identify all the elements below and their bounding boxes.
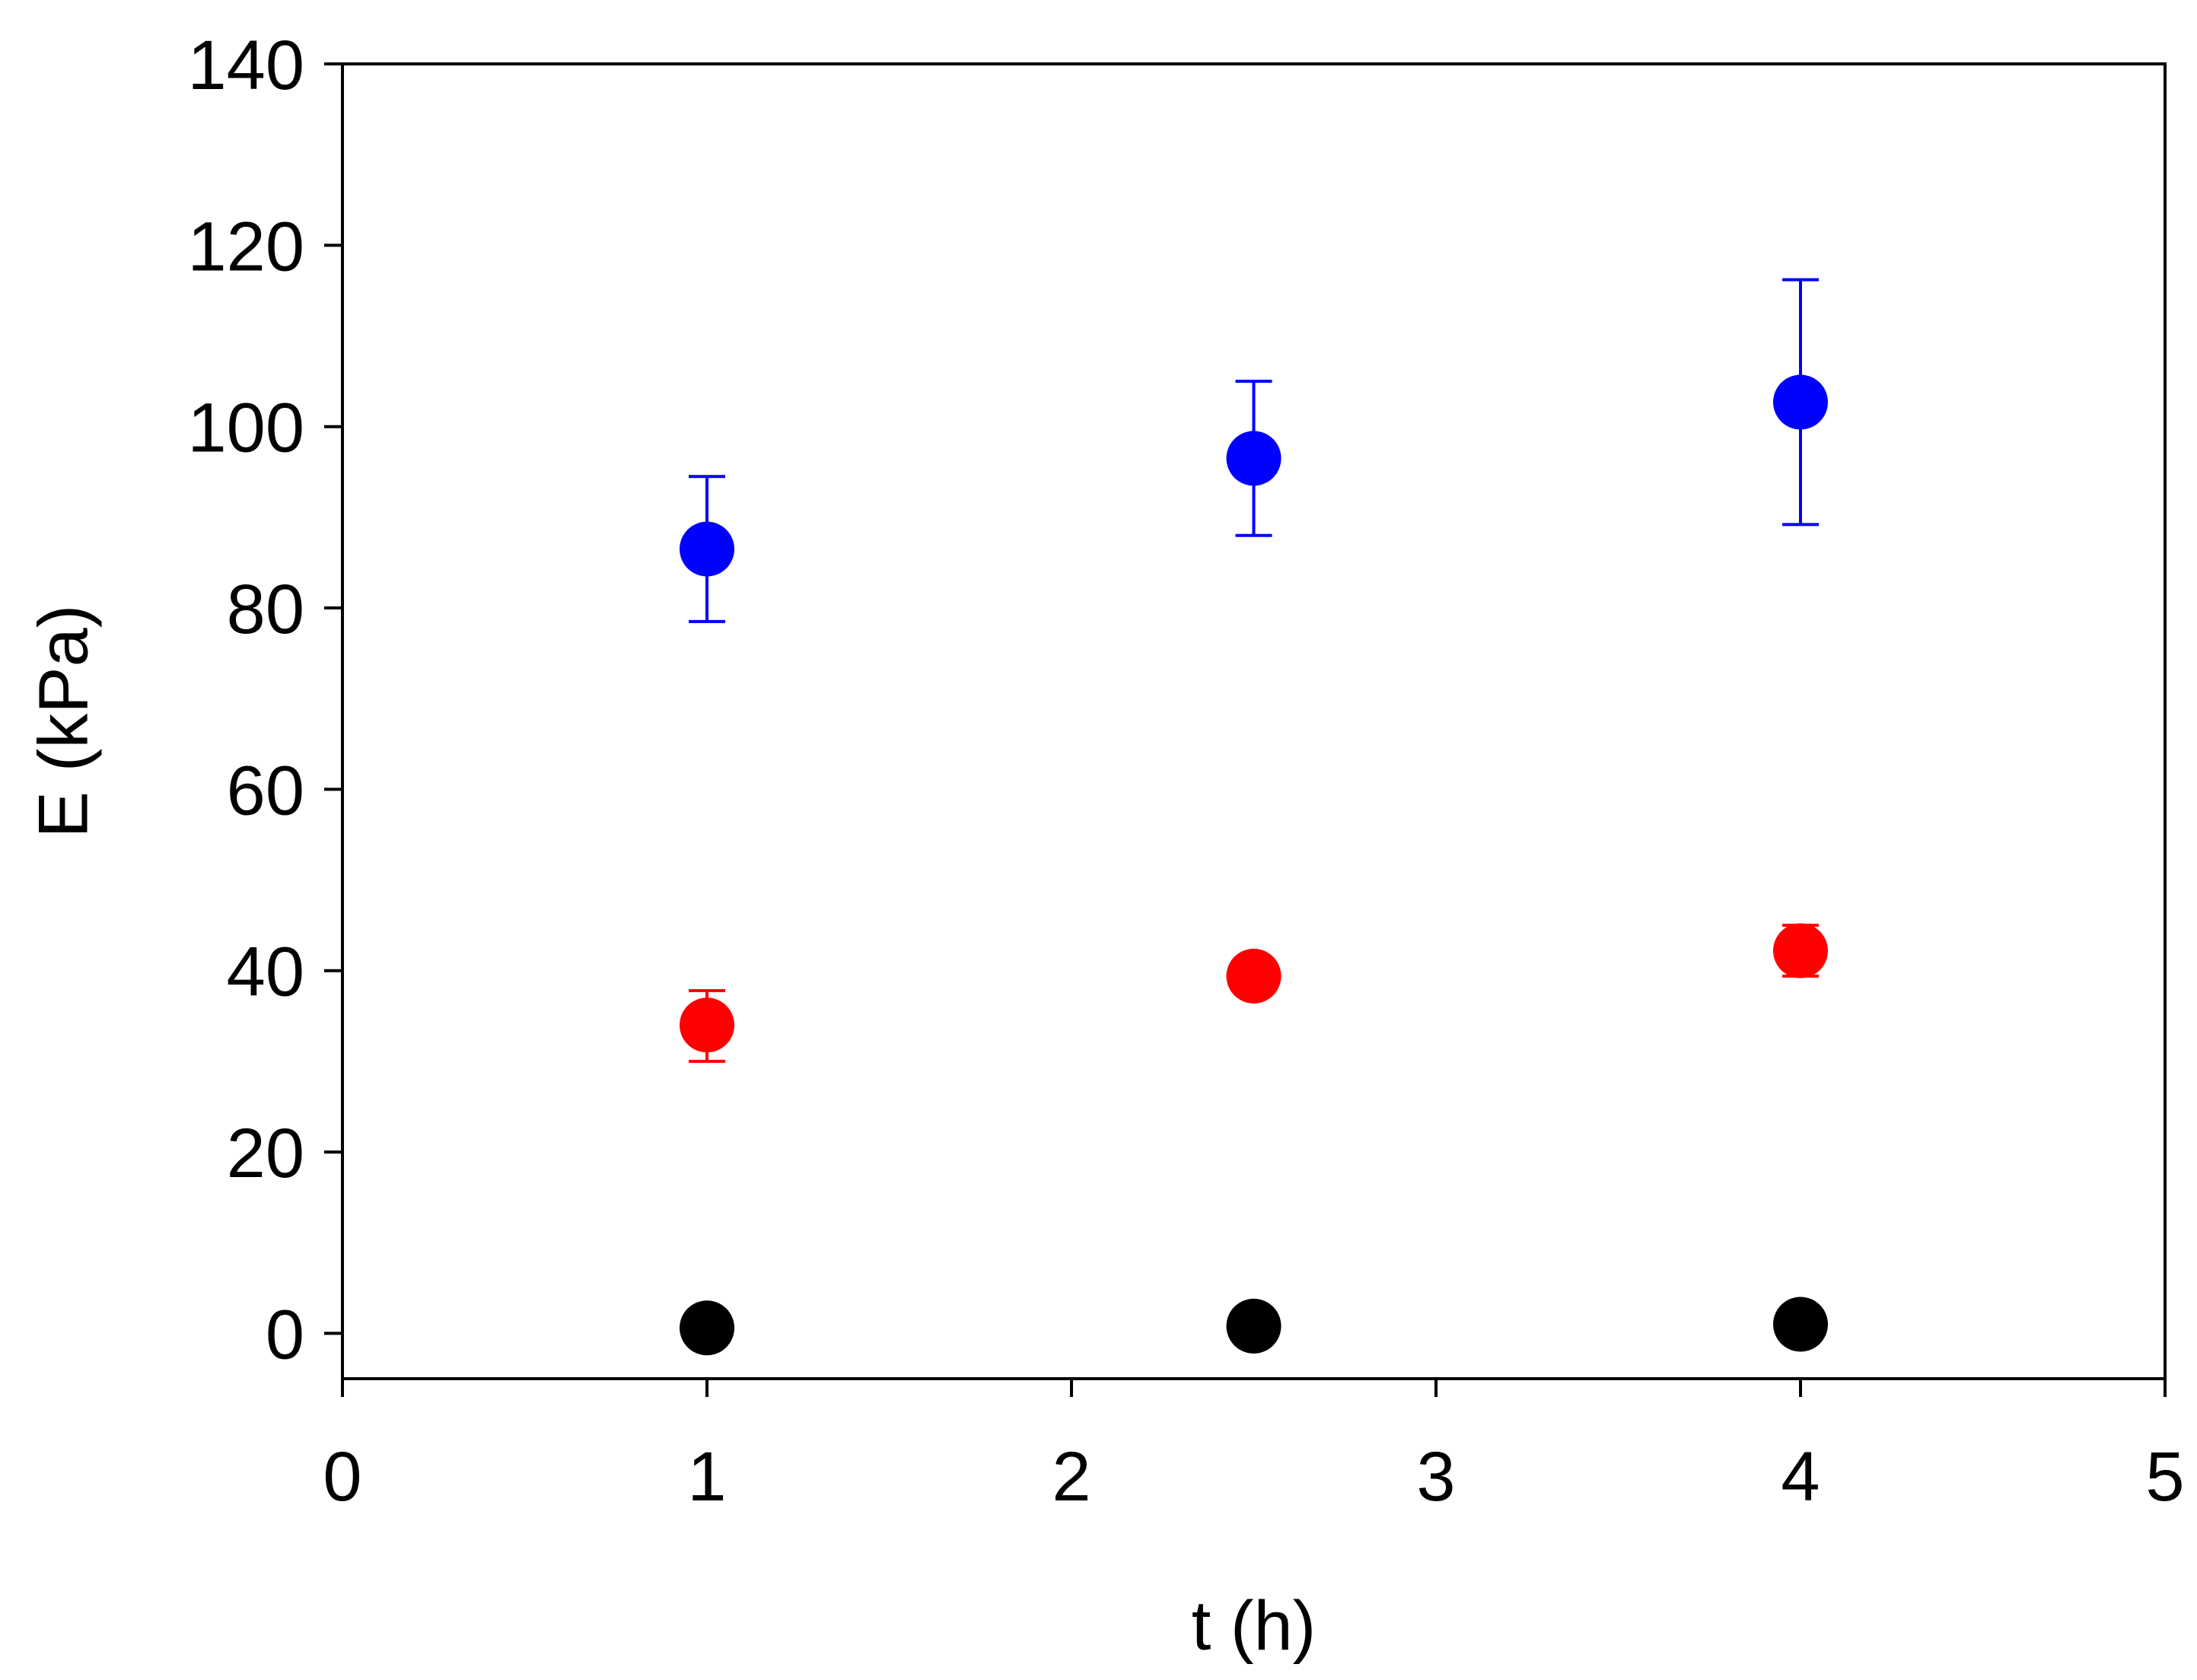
data-point xyxy=(680,1300,734,1356)
y-tick-label: 140 xyxy=(188,27,305,104)
x-tick-label: 0 xyxy=(323,1438,361,1516)
data-point xyxy=(1773,1297,1828,1352)
y-tick-label: 0 xyxy=(266,1296,304,1373)
data-point xyxy=(1226,1298,1282,1354)
x-axis-label: t (h) xyxy=(1192,1587,1317,1665)
x-tick-label: 2 xyxy=(1052,1438,1091,1516)
data-point xyxy=(1226,948,1282,1004)
x-tick-label: 1 xyxy=(687,1438,726,1516)
data-point xyxy=(1226,431,1282,486)
data-point xyxy=(680,998,734,1053)
y-tick-label: 120 xyxy=(188,208,305,285)
y-tick-label: 40 xyxy=(227,934,304,1011)
x-tick-label: 4 xyxy=(1781,1438,1820,1516)
x-tick-label: 5 xyxy=(2145,1438,2184,1516)
plot-frame xyxy=(341,62,2167,1380)
y-tick-label: 60 xyxy=(227,752,304,829)
y-tick-label: 100 xyxy=(188,390,305,467)
y-tick-label: 80 xyxy=(227,571,304,648)
x-tick-label: 3 xyxy=(1416,1438,1455,1516)
y-tick-label: 20 xyxy=(227,1115,304,1192)
data-point xyxy=(1773,374,1828,430)
data-point xyxy=(1773,923,1828,978)
data-point xyxy=(680,521,734,577)
y-axis-label: E (kPa) xyxy=(24,605,102,838)
